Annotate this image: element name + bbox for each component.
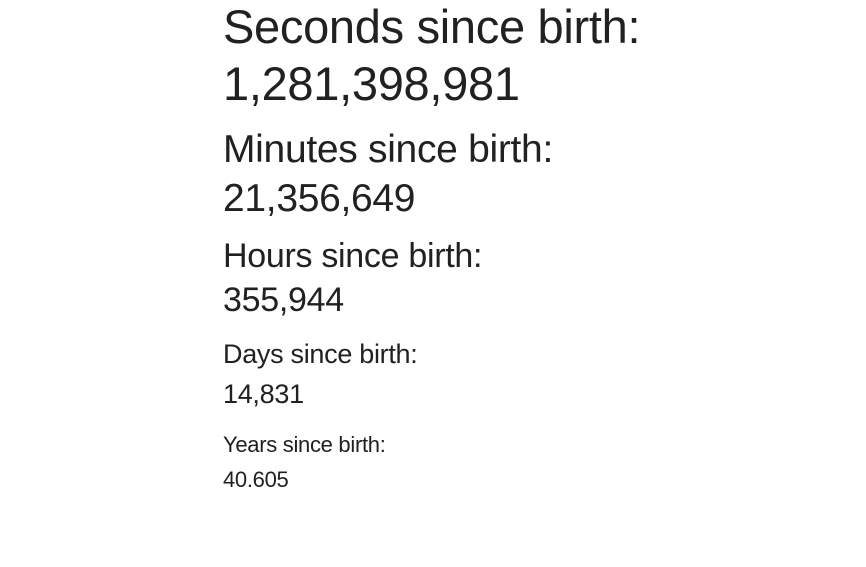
- stat-value: 14,831: [223, 379, 304, 409]
- stat-value: 21,356,649: [223, 177, 416, 220]
- stat-hours: Hours since birth: 355,944: [223, 237, 843, 325]
- stat-label: Minutes since birth:: [223, 128, 553, 171]
- stat-seconds: Seconds since birth: 1,281,398,981: [223, 0, 843, 119]
- age-stats: Seconds since birth: 1,281,398,981 Minut…: [223, 0, 843, 499]
- stat-days: Days since birth: 14,831: [223, 337, 843, 416]
- stat-label: Seconds since birth:: [223, 0, 641, 53]
- stat-value: 1,281,398,981: [223, 57, 520, 110]
- stat-value: 40.605: [223, 467, 289, 492]
- stat-label: Days since birth:: [223, 339, 418, 369]
- stat-label: Hours since birth:: [223, 237, 483, 275]
- stat-years: Years since birth: 40.605: [223, 429, 843, 499]
- stat-label: Years since birth:: [223, 432, 386, 457]
- stat-value: 355,944: [223, 281, 344, 319]
- stat-minutes: Minutes since birth: 21,356,649: [223, 127, 843, 229]
